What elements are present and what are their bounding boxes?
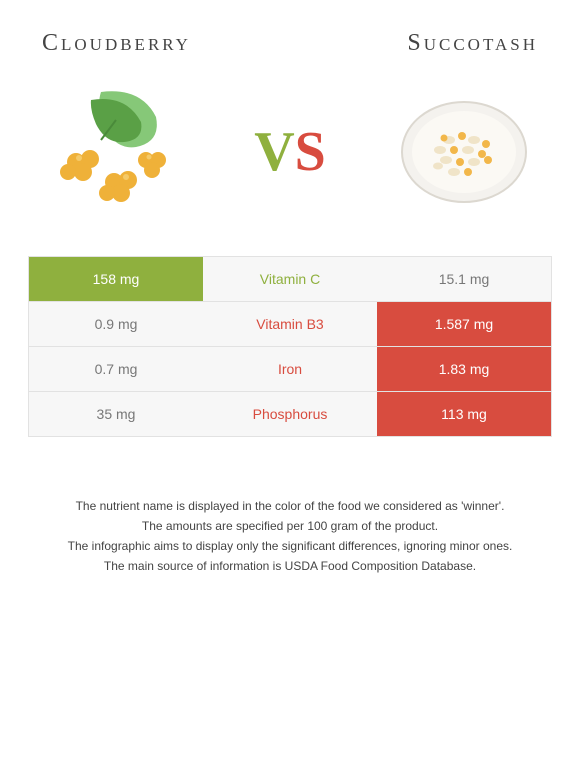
left-value: 0.7 mg: [29, 347, 203, 391]
left-value: 35 mg: [29, 392, 203, 436]
note-line: The infographic aims to display only the…: [38, 537, 542, 555]
footnotes: The nutrient name is displayed in the co…: [28, 497, 552, 575]
nutrient-label: Phosphorus: [203, 392, 377, 436]
left-food-title: Cloudberry: [42, 30, 191, 57]
vs-v: V: [254, 120, 294, 184]
table-row: 0.9 mg Vitamin B3 1.587 mg: [29, 302, 551, 347]
table-row: 0.7 mg Iron 1.83 mg: [29, 347, 551, 392]
left-value: 158 mg: [29, 257, 203, 301]
right-value: 1.83 mg: [377, 347, 551, 391]
table-row: 158 mg Vitamin C 15.1 mg: [29, 257, 551, 302]
nutrient-label: Vitamin B3: [203, 302, 377, 346]
vs-label: VS: [254, 120, 326, 184]
cloudberry-icon: [46, 82, 186, 222]
left-value: 0.9 mg: [29, 302, 203, 346]
nutrient-table: 158 mg Vitamin C 15.1 mg 0.9 mg Vitamin …: [28, 256, 552, 437]
nutrient-label: Iron: [203, 347, 377, 391]
header: Cloudberry Succotash: [28, 30, 552, 57]
note-line: The amounts are specified per 100 gram o…: [38, 517, 542, 535]
nutrient-label: Vitamin C: [203, 257, 377, 301]
succotash-icon: [394, 82, 534, 222]
right-value: 113 mg: [377, 392, 551, 436]
right-value: 1.587 mg: [377, 302, 551, 346]
vs-s: S: [295, 120, 326, 184]
note-line: The nutrient name is displayed in the co…: [38, 497, 542, 515]
right-value: 15.1 mg: [377, 257, 551, 301]
right-food-title: Succotash: [407, 30, 538, 57]
table-row: 35 mg Phosphorus 113 mg: [29, 392, 551, 436]
images-row: VS: [28, 82, 552, 222]
note-line: The main source of information is USDA F…: [38, 557, 542, 575]
